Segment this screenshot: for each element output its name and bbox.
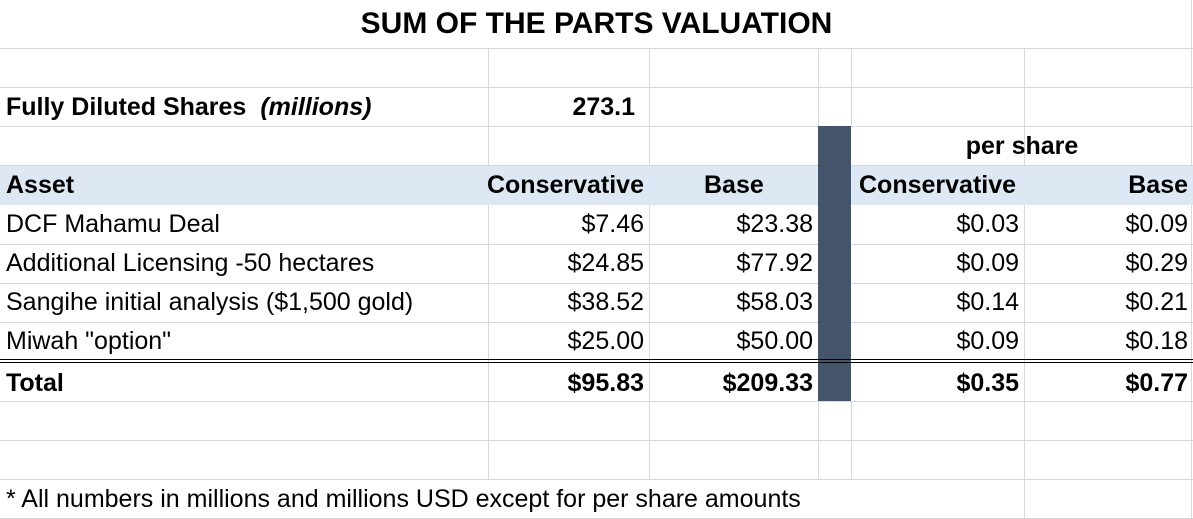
per-share-header-row: per share [0, 127, 1193, 166]
title-row: SUM OF THE PARTS VALUATION [0, 0, 1193, 48]
table-row: Sangihe initial analysis ($1,500 gold) $… [0, 283, 1193, 322]
conservative-cell: $25.00 [567, 327, 644, 355]
gridline [0, 244, 1193, 245]
footnote: * All numbers in millions and millions U… [6, 485, 801, 513]
gridline [0, 322, 1193, 323]
conservative-cell: $38.52 [567, 288, 644, 316]
gridline [851, 48, 852, 126]
page-title: SUM OF THE PARTS VALUATION [360, 7, 833, 40]
gridline [0, 401, 1193, 402]
gridline [818, 48, 819, 126]
total-conservative: $95.83 [567, 369, 644, 397]
shares-label: Fully Diluted Shares [6, 93, 247, 121]
ps-base-cell: $0.09 [1125, 210, 1188, 238]
ps-conservative-cell: $0.14 [956, 288, 1019, 316]
asset-cell: DCF Mahamu Deal [6, 210, 220, 238]
separator-column [818, 126, 851, 401]
base-cell: $77.92 [736, 249, 813, 277]
ps-base-cell: $0.18 [1125, 327, 1188, 355]
per-share-header: per share [965, 132, 1079, 160]
shares-row: Fully Diluted Shares (millions) 273.1 [0, 88, 1193, 127]
gridline [488, 48, 489, 479]
col-header-asset: Asset [6, 171, 75, 199]
gridline [0, 165, 1193, 166]
conservative-cell: $7.46 [581, 210, 644, 238]
gridline [1191, 0, 1192, 519]
table-row: Miwah "option" $25.00 $50.00 $0.09 $0.18 [0, 322, 1193, 361]
gridline [0, 479, 1193, 480]
ps-conservative-cell: $0.09 [956, 327, 1019, 355]
gridline [0, 283, 1193, 284]
base-cell: $23.38 [736, 210, 813, 238]
footnote-row: * All numbers in millions and millions U… [0, 480, 1193, 519]
gridline [0, 440, 1193, 441]
ps-conservative-cell: $0.09 [956, 249, 1019, 277]
asset-cell: Additional Licensing -50 hectares [6, 249, 375, 277]
column-header-row: Asset Conservative Base Conservative Bas… [0, 166, 1193, 205]
table-row: Additional Licensing -50 hectares $24.85… [0, 244, 1193, 283]
total-ps-base: $0.77 [1125, 369, 1188, 397]
col-header-ps-conservative: Conservative [859, 171, 1017, 199]
conservative-cell: $24.85 [567, 249, 644, 277]
base-cell: $58.03 [736, 288, 813, 316]
gridline [649, 48, 650, 479]
base-cell: $50.00 [736, 327, 813, 355]
col-header-conservative: Conservative [486, 171, 644, 199]
gridline [1024, 48, 1025, 519]
gridline [818, 401, 819, 479]
total-label: Total [6, 369, 64, 397]
total-double-border [0, 359, 1193, 363]
col-header-ps-base: Base [1128, 171, 1188, 199]
gridline [0, 87, 1193, 88]
total-ps-conservative: $0.35 [956, 369, 1019, 397]
shares-label-cell: Fully Diluted Shares (millions) [0, 88, 488, 127]
ps-base-cell: $0.21 [1125, 288, 1188, 316]
gridline [0, 48, 1193, 49]
gridline [851, 401, 852, 479]
shares-unit: (millions) [260, 93, 372, 121]
total-base: $209.33 [722, 369, 813, 397]
header-band [0, 166, 1193, 205]
asset-cell: Miwah "option" [6, 327, 172, 355]
ps-conservative-cell: $0.03 [956, 210, 1019, 238]
ps-base-cell: $0.29 [1125, 249, 1188, 277]
gridline [0, 126, 1193, 127]
table-row: DCF Mahamu Deal $7.46 $23.38 $0.03 $0.09 [0, 205, 1193, 244]
asset-cell: Sangihe initial analysis ($1,500 gold) [6, 288, 414, 316]
shares-value: 273.1 [572, 93, 635, 121]
col-header-base: Base [704, 171, 764, 199]
total-row: Total $95.83 $209.33 $0.35 $0.77 [0, 364, 1193, 403]
